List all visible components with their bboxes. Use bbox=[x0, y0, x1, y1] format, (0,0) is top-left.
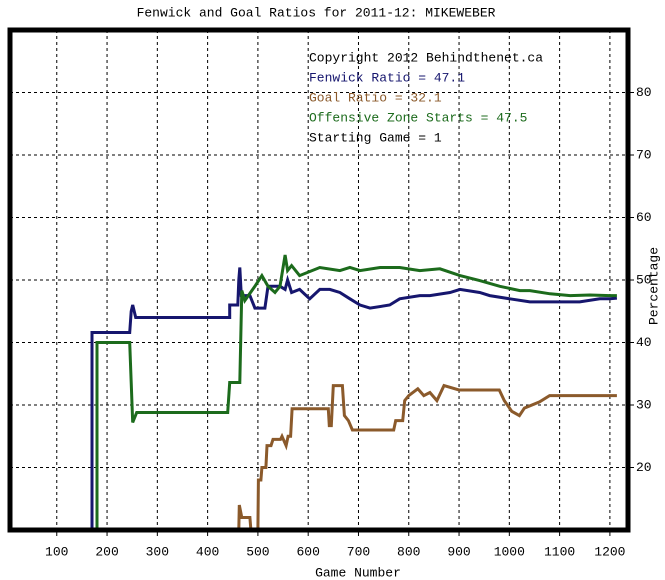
data-line bbox=[95, 254, 617, 530]
plot-border bbox=[7, 27, 631, 533]
y-tick-label: 60 bbox=[636, 210, 652, 225]
y-axis-label: Percentage bbox=[646, 247, 661, 325]
x-tick-label: 900 bbox=[447, 544, 470, 559]
annotation: Copyright 2012 Behindthenet.ca bbox=[309, 50, 543, 65]
legend-entry: Goal Ratio = 32.1 bbox=[309, 90, 442, 105]
chart-title: Fenwick and Goal Ratios for 2011-12: MIK… bbox=[137, 5, 496, 20]
x-tick-label: 200 bbox=[95, 544, 118, 559]
x-tick-label: 400 bbox=[196, 544, 219, 559]
data-line bbox=[237, 383, 617, 532]
y-tick-label: 50 bbox=[636, 272, 652, 287]
data-line bbox=[90, 267, 618, 530]
x-tick-label: 1200 bbox=[594, 544, 625, 559]
legend-entry: Offensive Zone Starts = 47.5 bbox=[309, 110, 527, 125]
x-tick-label: 100 bbox=[45, 544, 68, 559]
x-tick-label: 500 bbox=[246, 544, 269, 559]
y-tick-label: 70 bbox=[636, 147, 652, 162]
x-tick-label: 600 bbox=[296, 544, 319, 559]
annotation: Starting Game = 1 bbox=[309, 130, 442, 145]
x-axis-label: Game Number bbox=[315, 565, 401, 580]
x-tick-label: 1100 bbox=[544, 544, 575, 559]
y-tick-label: 20 bbox=[636, 460, 652, 475]
y-tick-label: 30 bbox=[636, 397, 652, 412]
x-tick-label: 800 bbox=[397, 544, 420, 559]
x-tick-label: 300 bbox=[146, 544, 169, 559]
legend-entry: Fenwick Ratio = 47.1 bbox=[309, 70, 465, 85]
x-tick-label: 1000 bbox=[494, 544, 525, 559]
y-tick-label: 40 bbox=[636, 335, 652, 350]
y-tick-label: 80 bbox=[636, 85, 652, 100]
x-tick-label: 700 bbox=[347, 544, 370, 559]
